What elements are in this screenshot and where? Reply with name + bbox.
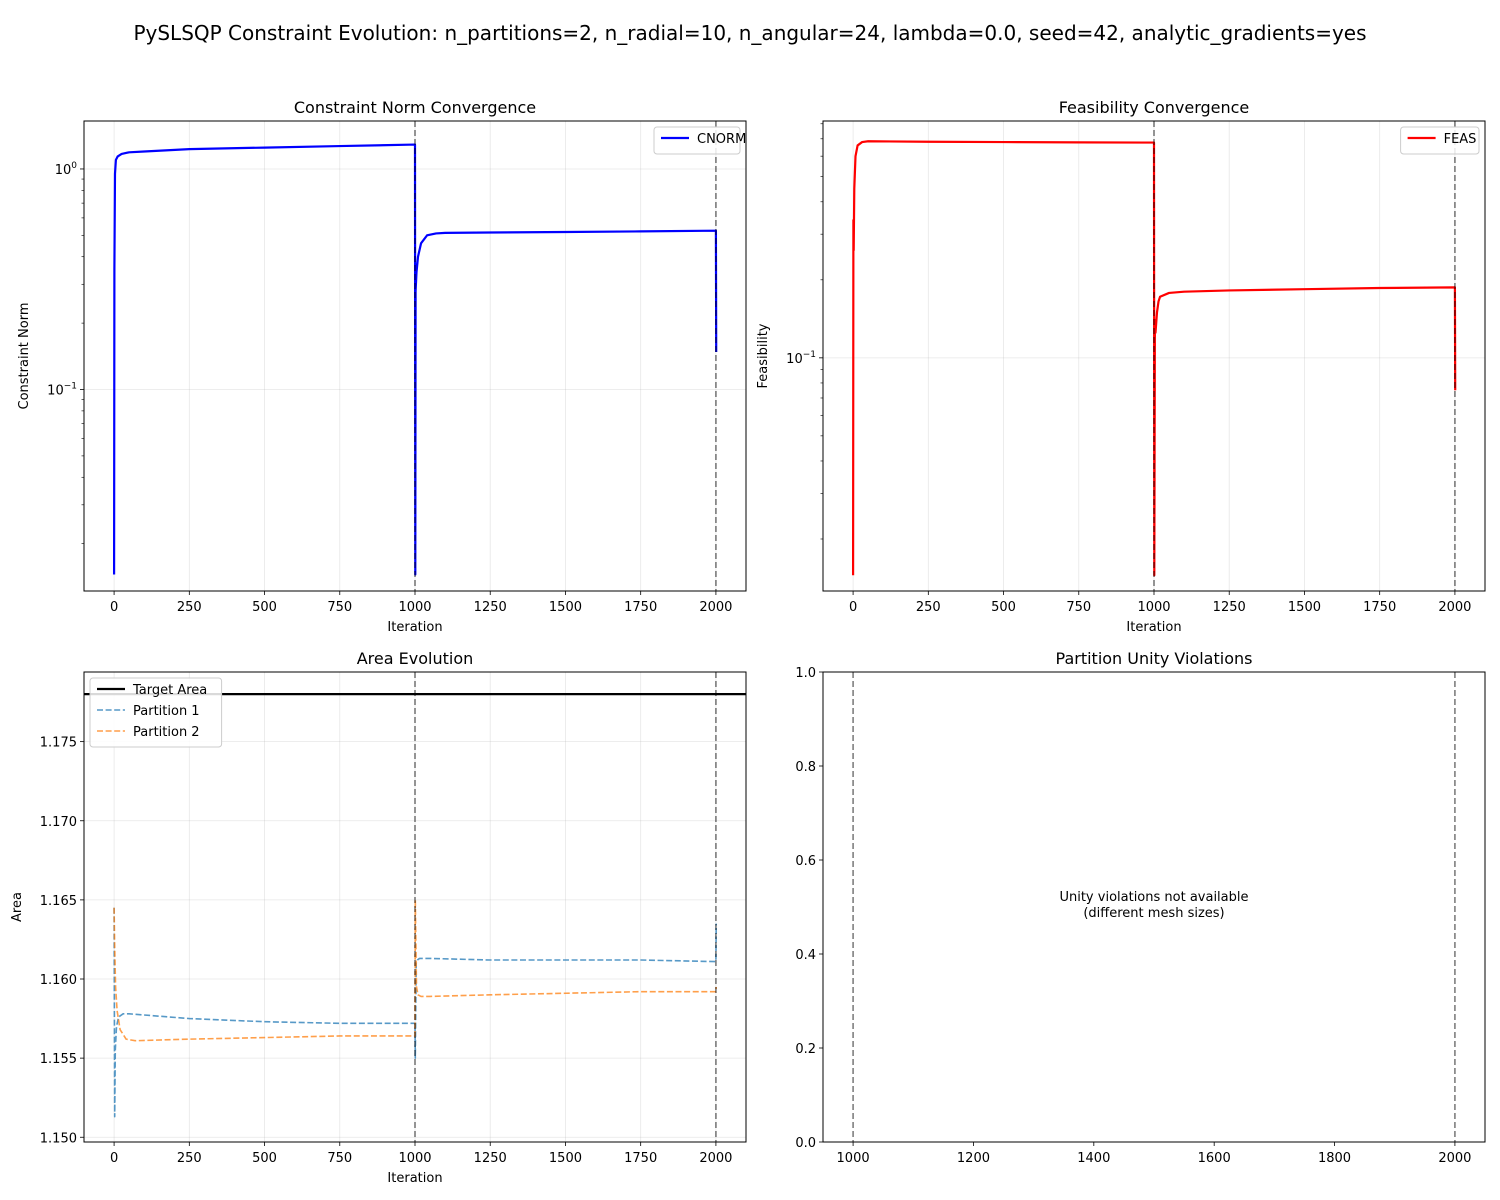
y-tick-label: 1.155 xyxy=(40,1052,77,1067)
x-tick-label: 2000 xyxy=(1438,1151,1471,1166)
x-tick-label: 0 xyxy=(849,600,857,615)
chart-feas: 0 250 500 750 1000 1250 1500 1750 2000 10−1 Feasib… xyxy=(756,98,1486,635)
chart-title: Constraint Norm Convergence xyxy=(294,98,536,117)
x-tick-label: 750 xyxy=(327,1151,352,1166)
x-tick-label: 1250 xyxy=(1213,600,1246,615)
y-axis-label: Area xyxy=(10,892,25,922)
chart-unity: 1000 1200 1400 1600 1800 2000 0.0 0.2 0.4 0.6 0.8 1… xyxy=(795,649,1486,1166)
series-group xyxy=(112,121,718,591)
legend-box xyxy=(653,126,741,155)
legend: CNORM xyxy=(653,126,746,155)
x-tick-label: 1000 xyxy=(398,600,431,615)
x-tick-label: 1750 xyxy=(624,600,657,615)
legend-box xyxy=(89,677,223,748)
x-tick-label: 1000 xyxy=(1137,600,1170,615)
x-tick-label: 250 xyxy=(177,1151,202,1166)
x-tick-label: 1600 xyxy=(1198,1151,1231,1166)
x-tick-label: 1250 xyxy=(474,1151,507,1166)
x-tick-label: 250 xyxy=(916,600,941,615)
legend-label: FEAS xyxy=(1444,132,1477,147)
y-tick-label: 1.160 xyxy=(40,973,77,988)
x-tick-label: 2000 xyxy=(699,1151,732,1166)
charts: 0 250 500 750 1000 1250 1500 1750 2000 10−1 100 Con… xyxy=(10,98,1486,1186)
chart-area: 0 250 500 750 1000 1250 1500 1750 2000 1.150 1.155… xyxy=(10,649,747,1186)
y-tick-label: 1.165 xyxy=(40,894,77,909)
x-tick-label: 1500 xyxy=(549,600,582,615)
legend-label: Target Area xyxy=(132,683,207,698)
series-group xyxy=(852,672,1456,1142)
plot-frame xyxy=(822,671,1486,1143)
y-tick-label: 1.170 xyxy=(40,815,77,830)
y-tick-label: 1.0 xyxy=(795,666,816,681)
x-axis-label: Iteration xyxy=(387,1171,442,1186)
legend-label: Partition 1 xyxy=(133,704,200,719)
y-tick-label: 10−1 xyxy=(47,382,77,399)
x-tick-label: 0 xyxy=(110,600,118,615)
legend-label: CNORM xyxy=(697,132,746,147)
y-tick-label: 1.175 xyxy=(40,736,77,751)
y-tick-label: 100 xyxy=(55,161,78,178)
y-axis-label: Feasibility xyxy=(756,323,771,388)
y-tick-label: 0.4 xyxy=(795,948,816,963)
x-tick-label: 2000 xyxy=(699,600,732,615)
y-tick-label: 10−1 xyxy=(786,350,816,367)
legend: FEAS xyxy=(1400,126,1480,155)
y-tick-label: 0.0 xyxy=(795,1136,816,1151)
series-group xyxy=(851,121,1457,591)
x-tick-label: 250 xyxy=(177,600,202,615)
x-tick-label: 1750 xyxy=(1363,600,1396,615)
x-tick-label: 1000 xyxy=(398,1151,431,1166)
x-tick-label: 0 xyxy=(110,1151,118,1166)
x-tick-label: 1400 xyxy=(1077,1151,1110,1166)
y-tick-label: 0.8 xyxy=(795,760,816,775)
x-tick-label: 1500 xyxy=(549,1151,582,1166)
x-tick-label: 750 xyxy=(327,600,352,615)
x-tick-label: 1800 xyxy=(1318,1151,1351,1166)
x-tick-label: 750 xyxy=(1066,600,1091,615)
x-tick-label: 1000 xyxy=(837,1151,870,1166)
legend: Target Area Partition 1 Partition 2 xyxy=(89,677,223,748)
chart-title: Feasibility Convergence xyxy=(1059,98,1250,117)
chart-title: Area Evolution xyxy=(357,649,474,668)
y-axis-label: Constraint Norm xyxy=(17,303,32,410)
x-axis-label: Iteration xyxy=(387,620,442,635)
x-tick-label: 1250 xyxy=(474,600,507,615)
x-tick-label: 500 xyxy=(252,1151,277,1166)
x-tick-label: 2000 xyxy=(1438,600,1471,615)
legend-box xyxy=(1400,126,1480,155)
annotation-text: (different mesh sizes) xyxy=(1083,906,1224,921)
chart-cnorm: 0 250 500 750 1000 1250 1500 1750 2000 10−1 100 Con… xyxy=(17,98,747,635)
x-tick-label: 1750 xyxy=(624,1151,657,1166)
x-axis-label: Iteration xyxy=(1126,620,1181,635)
chart-title: Partition Unity Violations xyxy=(1056,649,1253,668)
x-tick-label: 1500 xyxy=(1288,600,1321,615)
y-tick-label: 0.2 xyxy=(795,1042,816,1057)
y-tick-label: 0.6 xyxy=(795,854,816,869)
figure-title: PySLSQP Constraint Evolution: n_partitio… xyxy=(133,21,1366,45)
legend-label: Partition 2 xyxy=(133,725,200,740)
annotation-text: Unity violations not available xyxy=(1059,890,1248,905)
x-tick-label: 500 xyxy=(252,600,277,615)
x-tick-label: 1200 xyxy=(957,1151,990,1166)
y-tick-label: 1.150 xyxy=(40,1131,77,1146)
x-tick-label: 500 xyxy=(991,600,1016,615)
